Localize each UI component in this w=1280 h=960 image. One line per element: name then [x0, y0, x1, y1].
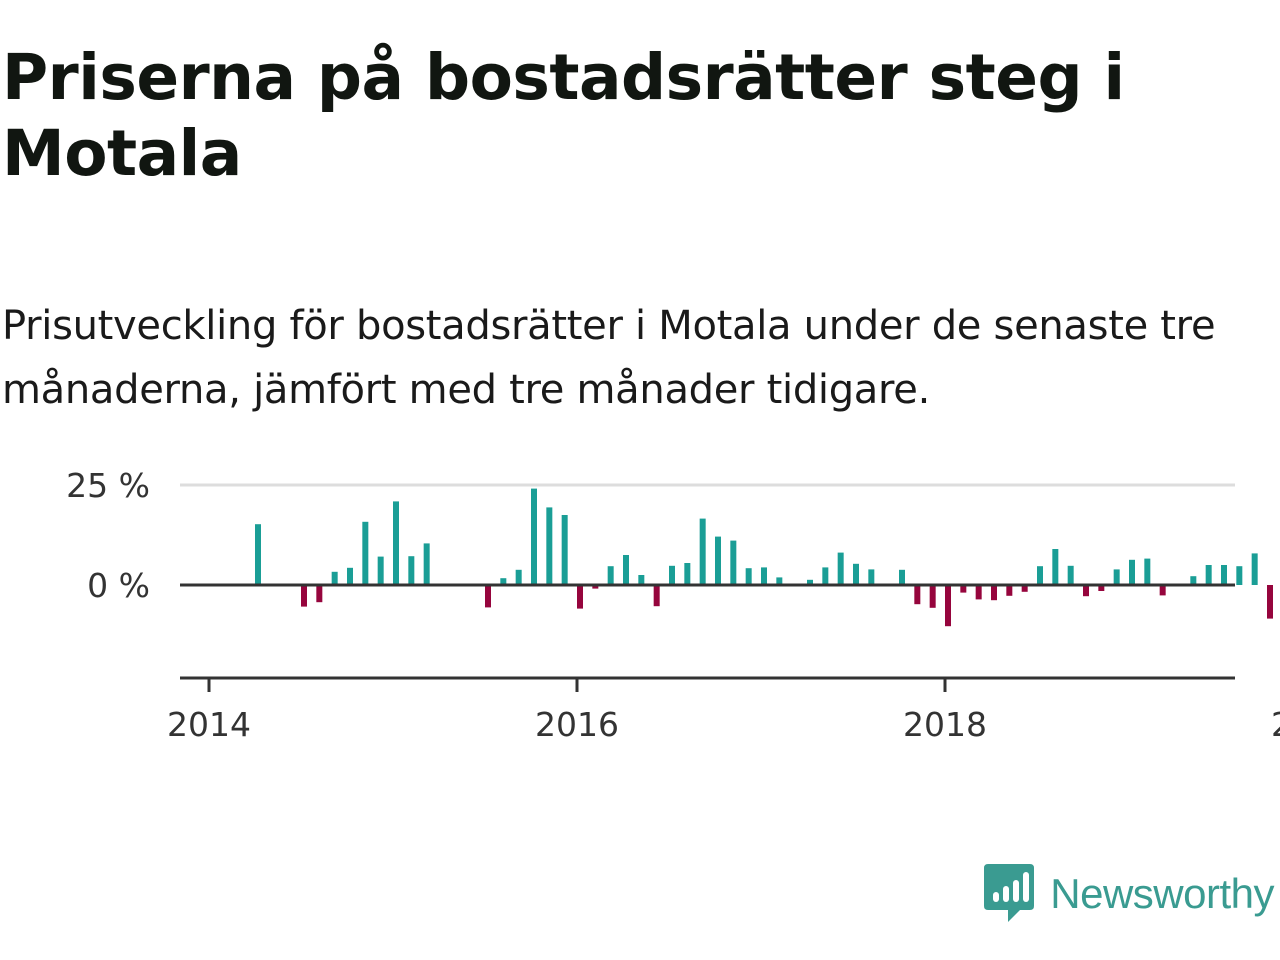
bar: [684, 563, 691, 585]
bar: [960, 585, 967, 593]
bar: [1067, 565, 1074, 585]
bar: [1221, 565, 1227, 585]
bar: [837, 552, 844, 585]
bar: [669, 565, 675, 585]
bar: [362, 521, 369, 585]
bar: [914, 585, 921, 605]
bar: [653, 585, 660, 607]
bar: [638, 575, 645, 585]
bar: [699, 518, 706, 585]
bar: [485, 585, 491, 608]
bar: [1129, 559, 1135, 585]
bar: [761, 567, 767, 585]
bar: [500, 578, 507, 585]
bar: [1251, 553, 1258, 585]
x-tick-label: 2018: [903, 705, 987, 744]
bar: [531, 488, 537, 585]
bar: [592, 585, 599, 589]
bar: [393, 501, 399, 585]
bars-layer: [180, 488, 1273, 627]
bar: [975, 585, 982, 600]
logo-text: Newsworthy: [1050, 870, 1274, 917]
chart-title: Priserna på bostadsrätter steg i Motala: [2, 41, 1125, 190]
grid-layer: [180, 483, 1235, 587]
bar: [1037, 566, 1043, 585]
bar: [1159, 585, 1166, 596]
bar: [1205, 565, 1212, 585]
bar: [899, 569, 905, 585]
bar: [408, 556, 415, 585]
bar: [546, 507, 553, 585]
bar: [853, 563, 859, 585]
bar: [807, 579, 813, 585]
bar: [331, 571, 338, 585]
bar: [1098, 585, 1105, 591]
bar: [1021, 585, 1028, 592]
bar: [1267, 585, 1273, 619]
x-tick-label: 2016: [535, 705, 619, 744]
bar: [1144, 558, 1151, 585]
bar: [301, 585, 307, 607]
bar: [561, 515, 568, 585]
bar: [1190, 576, 1197, 585]
bar: [715, 536, 721, 585]
bar: [316, 585, 323, 603]
bar: [255, 524, 261, 585]
bar: [377, 556, 384, 585]
newsworthy-bar-chart-icon: [984, 864, 1035, 922]
y-tick-label: 25 %: [66, 466, 150, 505]
bar-chart: 25 %0 %7 %201420162018202020222024: [66, 466, 1280, 744]
newsworthy-logo: Newsworthy: [984, 864, 1274, 924]
axis-layer: 25 %0 %7 %201420162018202020222024: [66, 466, 1280, 744]
bar: [607, 566, 614, 585]
bar: [347, 567, 353, 585]
y-tick-label: 0 %: [87, 566, 150, 605]
chart-subtitle: Prisutveckling för bostadsrätter i Motal…: [2, 303, 1216, 413]
bar: [945, 585, 951, 627]
bar: [776, 577, 783, 585]
bar: [1083, 585, 1089, 597]
bar: [1236, 566, 1243, 585]
bar: [745, 568, 752, 585]
bar: [1006, 585, 1013, 596]
x-tick-label: 2020: [1271, 705, 1280, 744]
bar: [423, 543, 430, 585]
bar: [929, 585, 936, 608]
bar: [1113, 569, 1120, 585]
x-tick-label: 2014: [167, 705, 251, 744]
bar: [515, 569, 522, 585]
bar: [822, 567, 829, 585]
bar: [577, 585, 583, 609]
bar: [868, 569, 875, 585]
bar: [623, 555, 629, 585]
bar: [991, 585, 997, 601]
bar: [730, 540, 737, 585]
bar: [1052, 549, 1059, 585]
